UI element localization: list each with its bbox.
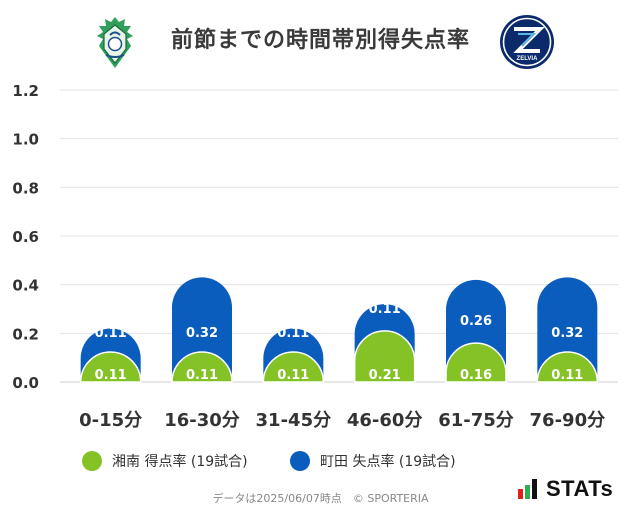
- y-tick-label: 0.8: [12, 179, 39, 197]
- x-tick-label: 31-45分: [256, 410, 332, 431]
- data-label-home-0: 0.11: [95, 368, 127, 383]
- bar-home-5: [536, 351, 599, 383]
- y-tick-label: 0.4: [12, 277, 39, 295]
- data-label-away-5: 0.32: [551, 326, 583, 341]
- chart: 0.0 0.2 0.4 0.6 0.8 1.0 1.2 0.11 0.11 0-15分 0.11 0.…: [12, 82, 618, 431]
- footer-note: データは2025/06/07時点 © SPORTERIA: [212, 492, 429, 505]
- y-tick-label: 0.2: [12, 325, 39, 343]
- y-tick-label: 1.2: [12, 82, 39, 100]
- bar-home-3: [353, 330, 416, 383]
- legend-item-away: 町田 失点率 (19試合): [290, 451, 456, 471]
- x-tick-label: 76-90分: [530, 410, 606, 431]
- legend-item-home: 湘南 得点率 (19試合): [82, 451, 248, 471]
- legend-label-away: 町田 失点率 (19試合): [320, 454, 456, 470]
- x-tick-label: 0-15分: [79, 410, 142, 431]
- away-logo-text: ZELVIA: [517, 56, 539, 62]
- data-label-home-2: 0.11: [277, 368, 309, 383]
- y-tick-label: 1.0: [12, 131, 39, 149]
- data-label-away-1: 0.32: [186, 326, 218, 341]
- x-tick-label: 16-30分: [164, 410, 240, 431]
- legend-label-home: 湘南 得点率 (19試合): [112, 454, 248, 470]
- stats-logo-icon: [518, 479, 540, 499]
- data-label-home-5: 0.11: [551, 368, 583, 383]
- bar-home-4: [445, 342, 507, 383]
- legend-swatch-away: [290, 451, 310, 471]
- bar-home-2: [262, 351, 325, 383]
- chart-title: 前節までの時間帯別得失点率: [170, 28, 470, 53]
- data-label-away-4: 0.26: [460, 314, 492, 329]
- shonan-bellmare-logo: [97, 17, 133, 68]
- bar-home-0: [79, 351, 142, 383]
- stats-brand-text: STATs: [546, 476, 614, 501]
- data-label-home-4: 0.16: [460, 368, 492, 383]
- bar-home-1: [171, 351, 233, 383]
- y-tick-label: 0.6: [12, 228, 39, 246]
- legend-swatch-home: [82, 451, 102, 471]
- data-label-away-0: 0.11: [95, 326, 127, 341]
- x-tick-label: 46-60分: [347, 410, 423, 431]
- data-label-away-3: 0.11: [369, 302, 401, 317]
- stats-brand: STATs: [518, 476, 613, 502]
- data-label-home-3: 0.21: [369, 368, 401, 383]
- y-tick-label: 0.0: [12, 374, 39, 392]
- x-tick-label: 61-75分: [438, 410, 514, 431]
- data-label-home-1: 0.11: [186, 368, 218, 383]
- data-label-away-2: 0.11: [277, 326, 309, 341]
- machida-zelvia-logo: ZELVIA: [500, 15, 554, 69]
